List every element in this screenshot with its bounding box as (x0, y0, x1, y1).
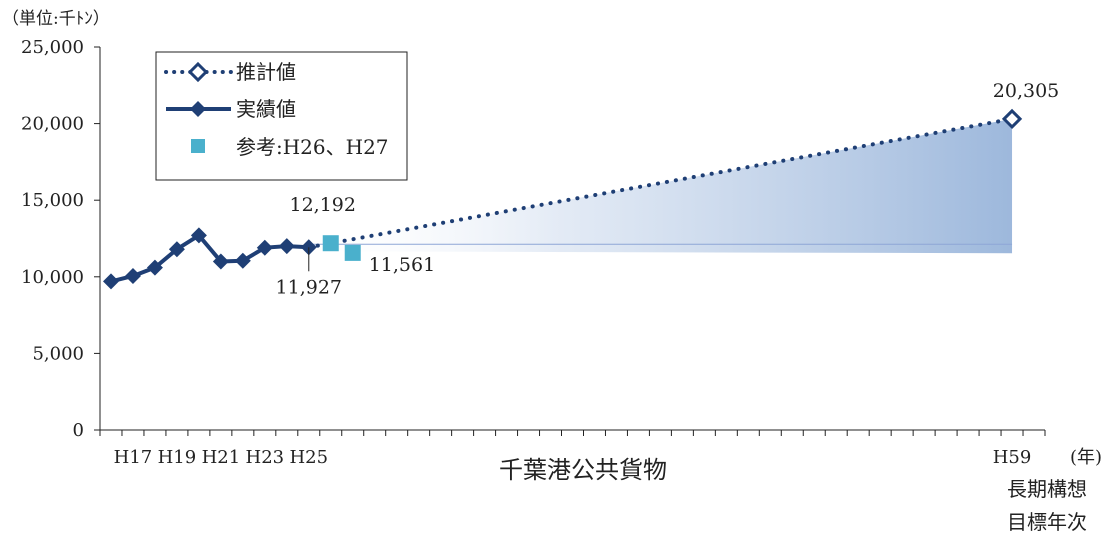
y-tick-label: 0 (73, 420, 84, 441)
legend-diamond-icon (190, 101, 206, 117)
actual-point-marker (278, 238, 295, 255)
actual-point-marker (234, 252, 251, 269)
unit-label: （単位:千ﾄﾝ） (2, 9, 110, 29)
reference-point-marker (344, 244, 361, 261)
x-axis-unit: (年) (1070, 447, 1102, 468)
data-label: 12,192 (290, 194, 356, 216)
y-tick-label: 10,000 (21, 267, 84, 288)
x-tick-label: H25 (289, 447, 328, 468)
y-tick-label: 25,000 (21, 37, 84, 58)
legend-label-reference: 参考:H26、H27 (236, 135, 389, 159)
x-tick-label: H59 (993, 447, 1032, 468)
legend-open-diamond-icon (187, 61, 209, 83)
estimate-point-marker (1001, 108, 1023, 130)
target-note-line1: 長期構想 (1007, 477, 1087, 501)
x-tick-label: H23 (246, 447, 285, 468)
actual-point-marker (124, 268, 141, 285)
y-tick-label: 5,000 (32, 343, 84, 364)
data-label: 11,927 (276, 276, 342, 298)
legend-square-icon (191, 139, 205, 153)
forecast-range-band (308, 118, 1013, 254)
reference-point-marker (322, 235, 339, 252)
estimate-series-line (306, 116, 1015, 250)
legend-item-estimate: 推計値 (164, 60, 296, 84)
data-label: 20,305 (993, 80, 1059, 102)
actual-point-marker (168, 241, 185, 258)
target-note-line2: 目標年次 (1007, 510, 1087, 534)
x-tick-label: H21 (202, 447, 241, 468)
x-axis-title: 千葉港公共貨物 (499, 456, 667, 484)
y-tick-label: 20,000 (21, 114, 84, 135)
actual-point-marker (212, 253, 229, 270)
y-tick-label: 15,000 (21, 190, 84, 211)
legend-item-actual: 実績値 (166, 97, 296, 121)
actual-point-marker (190, 227, 207, 244)
x-tick-label: H19 (158, 447, 197, 468)
legend: 推計値 実績値 参考:H26、H27 (155, 51, 408, 181)
actual-point-marker (146, 259, 163, 276)
actual-point-marker (102, 273, 119, 290)
data-label: 11,561 (369, 254, 435, 276)
actual-series-line (110, 233, 309, 284)
legend-label-estimate: 推計値 (236, 60, 296, 84)
x-tick-label: H17 (114, 447, 153, 468)
legend-item-reference: 参考:H26、H27 (191, 135, 389, 159)
actual-point-marker (256, 239, 273, 256)
legend-label-actual: 実績値 (236, 97, 296, 121)
